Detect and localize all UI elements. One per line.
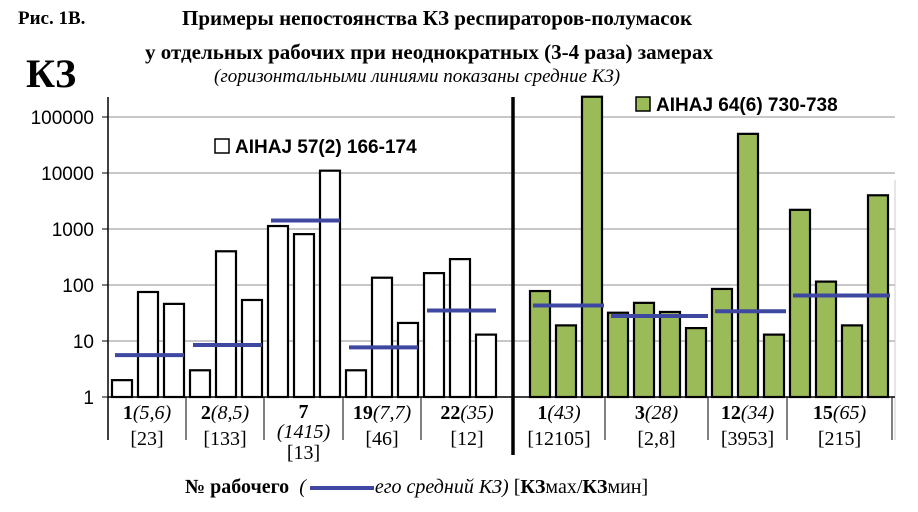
bar	[136, 290, 160, 399]
worker-mean: (5,6)	[133, 402, 172, 424]
x-label-mean: его средний КЗ)	[374, 476, 509, 498]
bar	[788, 208, 812, 399]
worker-mean: (8,5)	[211, 402, 250, 424]
bar	[214, 250, 238, 399]
bar	[162, 302, 186, 399]
worker-mean: (1415)	[277, 421, 331, 443]
worker-number: 3	[635, 402, 645, 424]
figure-label: Рис. 1В.	[18, 8, 86, 29]
chart-subtitle: (горизонтальными линиями показаны средни…	[214, 66, 621, 87]
worker-label: 3(28)	[635, 402, 679, 424]
worker-number: 19	[353, 402, 373, 424]
y-tick-label: 10	[73, 332, 94, 353]
bar	[554, 324, 578, 399]
worker-ratio: [133]	[203, 428, 246, 450]
worker-ratio: [3953]	[721, 428, 774, 450]
worker-label: 19(7,7)	[353, 402, 412, 424]
y-tick-label: 100	[62, 276, 94, 297]
y-tick-label: 10000	[41, 164, 94, 185]
worker-number: 15	[813, 402, 833, 424]
legend-swatch	[214, 138, 230, 154]
chart-title-line-1: Примеры непостоянства КЗ респираторов-по…	[182, 6, 693, 30]
bar	[344, 369, 368, 399]
bar	[110, 379, 134, 399]
bar	[448, 258, 472, 399]
worker-ratio: [12105]	[527, 428, 590, 450]
worker-label: 22(35)	[440, 402, 494, 424]
worker-number: 12	[721, 402, 741, 424]
y-tick-label: 100000	[31, 108, 94, 129]
y-tick-label: 1	[83, 388, 94, 409]
worker-number: 1	[537, 402, 547, 424]
worker-label: 2(8,5)	[201, 402, 250, 424]
bar	[422, 272, 446, 399]
bar	[292, 233, 316, 399]
bar	[474, 333, 498, 399]
bar	[606, 311, 630, 399]
worker-mean: (35)	[460, 402, 494, 424]
bar	[762, 333, 786, 399]
bar	[684, 326, 708, 399]
worker-ratio: [215]	[818, 428, 861, 450]
legend-label: AIHAJ 57(2) 166-174	[235, 137, 417, 158]
y-axis-label: КЗ	[26, 51, 77, 96]
bar	[318, 169, 342, 399]
worker-mean: (28)	[645, 402, 679, 424]
worker-number: 7	[299, 401, 309, 423]
bar	[658, 310, 682, 399]
worker-ratio: [23]	[130, 428, 163, 450]
bar	[188, 369, 212, 399]
bar	[840, 324, 864, 399]
mean-line-legend-swatch	[309, 486, 374, 491]
x-label-ratio: [КЗмах/КЗмин]	[513, 476, 649, 498]
bar	[710, 287, 734, 399]
worker-ratio: [13]	[287, 442, 320, 464]
y-tick-label: 1000	[52, 220, 94, 241]
chart-title-line-2: у отдельных рабочих при неоднократных (3…	[145, 40, 713, 64]
worker-number: 1	[123, 402, 133, 424]
x-axis-label: № рабочего ( его средний КЗ) [КЗмах/КЗмин…	[185, 476, 648, 499]
x-label-worker: № рабочего	[185, 476, 290, 498]
bar	[580, 95, 604, 399]
bar	[266, 224, 290, 399]
bar	[736, 132, 760, 399]
legend-swatch	[635, 96, 651, 112]
worker-label: 12(34)	[721, 402, 775, 424]
worker-mean: (34)	[741, 402, 775, 424]
x-label-paren: (	[299, 476, 306, 498]
bar	[396, 321, 420, 399]
worker-ratio: [12]	[450, 428, 483, 450]
worker-label: 1(5,6)	[123, 402, 172, 424]
worker-label: 1(43)	[537, 402, 581, 424]
worker-mean: (65)	[833, 402, 867, 424]
bar	[814, 280, 838, 399]
bar	[370, 276, 394, 399]
worker-mean: (43)	[547, 402, 581, 424]
worker-number: 2	[201, 402, 211, 424]
worker-ratio: [46]	[365, 428, 398, 450]
worker-number: 22	[440, 402, 460, 424]
worker-label: 15(65)	[813, 402, 867, 424]
worker-ratio: [2,8]	[637, 428, 675, 450]
worker-mean: (7,7)	[373, 402, 412, 424]
legend-label: AIHAJ 64(6) 730-738	[656, 95, 838, 116]
bar	[240, 298, 264, 399]
